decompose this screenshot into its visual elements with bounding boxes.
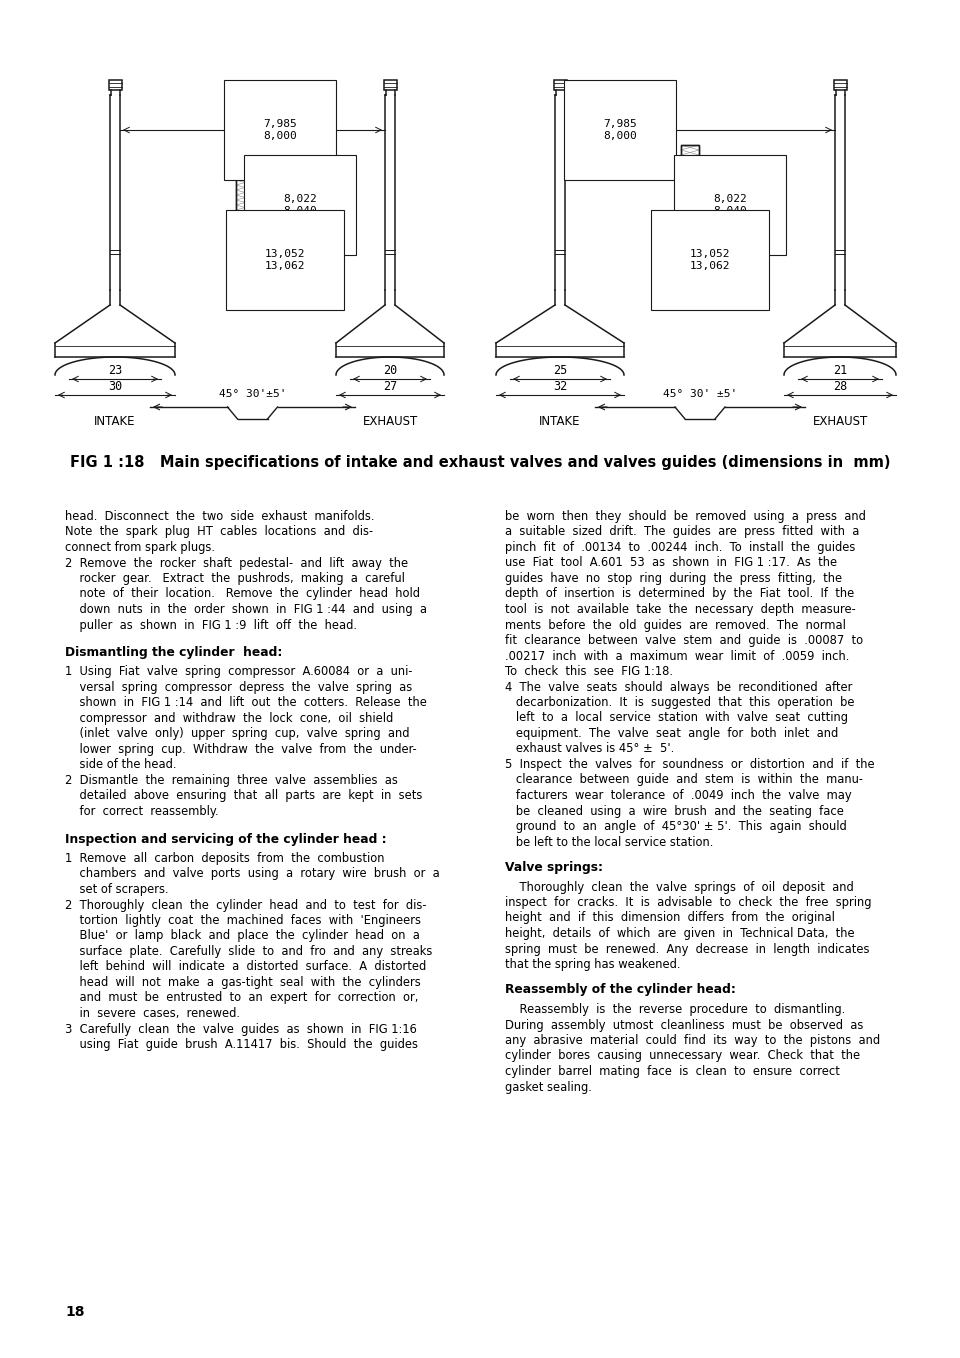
Text: 13,052
13,062: 13,052 13,062 [689,250,731,270]
Text: 20: 20 [383,364,397,378]
Text: tortion  lightly  coat  the  machined  faces  with  'Engineers: tortion lightly coat the machined faces … [65,914,421,928]
Text: a  suitable  sized  drift.  The  guides  are  press  fitted  with  a: a suitable sized drift. The guides are p… [505,526,859,539]
Text: 30: 30 [108,380,122,394]
Text: be left to the local service station.: be left to the local service station. [505,835,713,849]
Text: equipment.  The  valve  seat  angle  for  both  inlet  and: equipment. The valve seat angle for both… [505,727,838,740]
Text: 23: 23 [108,364,122,378]
Text: 27: 27 [383,380,397,394]
Bar [681,145,699,265]
Text: side of the head.: side of the head. [65,759,177,771]
Text: Valve springs:: Valve springs: [505,861,603,875]
Text: Dismantling the cylinder  head:: Dismantling the cylinder head: [65,646,282,659]
Text: depth  of  insertion  is  determined  by  the  Fiat  tool.  If  the: depth of insertion is determined by the … [505,588,854,600]
Text: head  will  not  make  a  gas-tight  seal  with  the  cylinders: head will not make a gas-tight seal with… [65,976,420,989]
Text: in  severe  cases,  renewed.: in severe cases, renewed. [65,1008,240,1020]
Text: 1  Using  Fiat  valve  spring  compressor  A.60084  or  a  uni-: 1 Using Fiat valve spring compressor A.6… [65,665,413,679]
Text: spring  must  be  renewed.  Any  decrease  in  length  indicates: spring must be renewed. Any decrease in … [505,942,870,956]
Text: tool  is  not  available  take  the  necessary  depth  measure-: tool is not available take the necessary… [505,603,855,617]
Text: note  of  their  location.   Remove  the  cylinder  head  hold: note of their location. Remove the cylin… [65,588,420,600]
Text: 45° 30'±5': 45° 30'±5' [219,388,286,399]
Text: To  check  this  see  FIG 1:18.: To check this see FIG 1:18. [505,665,673,678]
Text: set of scrapers.: set of scrapers. [65,883,169,896]
Bar [236,145,254,265]
Text: shown  in  FIG 1 :14  and  lift  out  the  cotters.  Release  the: shown in FIG 1 :14 and lift out the cott… [65,697,427,709]
Text: exhaust valves is 45° ±  5'.: exhaust valves is 45° ± 5'. [505,743,674,755]
Text: 8,022
8,040: 8,022 8,040 [713,194,747,216]
Text: cylinder  barrel  mating  face  is  clean  to  ensure  correct: cylinder barrel mating face is clean to … [505,1065,840,1078]
Text: 28: 28 [833,380,847,394]
Text: (inlet  valve  only)  upper  spring  cup,  valve  spring  and: (inlet valve only) upper spring cup, val… [65,728,410,740]
Text: be  worn  then  they  should  be  removed  using  a  press  and: be worn then they should be removed usin… [505,511,866,523]
Text: EXHAUST: EXHAUST [812,416,868,428]
Text: surface  plate.  Carefully  slide  to  and  fro  and  any  streaks: surface plate. Carefully slide to and fr… [65,945,432,957]
Bar [554,80,566,90]
Text: ments  before  the  old  guides  are  removed.  The  normal: ments before the old guides are removed.… [505,618,846,631]
Bar [108,80,122,90]
Text: and  must  be  entrusted  to  an  expert  for  correction  or,: and must be entrusted to an expert for c… [65,991,419,1005]
Text: INTAKE: INTAKE [540,416,581,428]
Text: head.  Disconnect  the  two  side  exhaust  manifolds.: head. Disconnect the two side exhaust ma… [65,511,374,523]
Text: connect from spark plugs.: connect from spark plugs. [65,540,215,554]
Text: be  cleaned  using  a  wire  brush  and  the  seating  face: be cleaned using a wire brush and the se… [505,804,844,818]
Text: Note  the  spark  plug  HT  cables  locations  and  dis-: Note the spark plug HT cables locations … [65,526,373,539]
Text: 7,985
8,000: 7,985 8,000 [603,120,636,141]
Text: 5  Inspect  the  valves  for  soundness  or  distortion  and  if  the: 5 Inspect the valves for soundness or di… [505,758,875,771]
Text: that the spring has weakened.: that the spring has weakened. [505,957,681,971]
Text: fit  clearance  between  valve  stem  and  guide  is  .00087  to: fit clearance between valve stem and gui… [505,634,863,646]
Bar [383,80,396,90]
Text: Reassembly  is  the  reverse  procedure  to  dismantling.: Reassembly is the reverse procedure to d… [505,1004,845,1016]
Text: puller  as  shown  in  FIG 1 :9  lift  off  the  head.: puller as shown in FIG 1 :9 lift off the… [65,618,357,631]
Text: chambers  and  valve  ports  using  a  rotary  wire  brush  or  a: chambers and valve ports using a rotary … [65,868,440,880]
Text: gasket sealing.: gasket sealing. [505,1081,592,1093]
Bar [681,145,699,265]
Text: INTAKE: INTAKE [94,416,135,428]
Text: ground  to  an  angle  of  45°30' ± 5'.  This  again  should: ground to an angle of 45°30' ± 5'. This … [505,820,847,832]
Bar [236,145,254,265]
Text: 2  Dismantle  the  remaining  three  valve  assemblies  as: 2 Dismantle the remaining three valve as… [65,774,397,788]
Text: Thoroughly  clean  the  valve  springs  of  oil  deposit  and: Thoroughly clean the valve springs of oi… [505,880,853,894]
Text: During  assembly  utmost  cleanliness  must  be  observed  as: During assembly utmost cleanliness must … [505,1018,863,1032]
Text: using  Fiat  guide  brush  A.11417  bis.  Should  the  guides: using Fiat guide brush A.11417 bis. Shou… [65,1038,418,1051]
Text: 4  The  valve  seats  should  always  be  reconditioned  after: 4 The valve seats should always be recon… [505,680,852,694]
Text: facturers  wear  tolerance  of  .0049  inch  the  valve  may: facturers wear tolerance of .0049 inch t… [505,789,852,803]
Text: inspect  for  cracks.  It  is  advisable  to  check  the  free  spring: inspect for cracks. It is advisable to c… [505,896,872,909]
Text: left  to  a  local  service  station  with  valve  seat  cutting: left to a local service station with val… [505,712,848,725]
Text: for  correct  reassembly.: for correct reassembly. [65,805,219,818]
Bar [833,80,847,90]
Text: versal  spring  compressor  depress  the  valve  spring  as: versal spring compressor depress the val… [65,680,412,694]
Text: 7,985
8,000: 7,985 8,000 [263,120,297,141]
Text: 21: 21 [833,364,847,378]
Text: compressor  and  withdraw  the  lock  cone,  oil  shield: compressor and withdraw the lock cone, o… [65,712,394,725]
Text: 45° 30' ±5': 45° 30' ±5' [662,388,737,399]
Text: 2  Remove  the  rocker  shaft  pedestal-  and  lift  away  the: 2 Remove the rocker shaft pedestal- and … [65,557,408,569]
Text: decarbonization.  It  is  suggested  that  this  operation  be: decarbonization. It is suggested that th… [505,697,854,709]
Text: FIG 1 :18   Main specifications of intake and exhaust valves and valves guides (: FIG 1 :18 Main specifications of intake … [70,455,890,470]
Text: rocker  gear.   Extract  the  pushrods,  making  a  careful: rocker gear. Extract the pushrods, makin… [65,572,405,585]
Text: detailed  above  ensuring  that  all  parts  are  kept  in  sets: detailed above ensuring that all parts a… [65,789,422,803]
Text: Blue'  or  lamp  black  and  place  the  cylinder  head  on  a: Blue' or lamp black and place the cylind… [65,929,420,942]
Text: .00217  inch  with  a  maximum  wear  limit  of  .0059  inch.: .00217 inch with a maximum wear limit of… [505,649,850,663]
Text: 25: 25 [553,364,567,378]
Text: use  Fiat  tool  A.601  53  as  shown  in  FIG 1 :17.  As  the: use Fiat tool A.601 53 as shown in FIG 1… [505,557,837,569]
Text: 2  Thoroughly  clean  the  cylinder  head  and  to  test  for  dis-: 2 Thoroughly clean the cylinder head and… [65,899,426,911]
Text: 32: 32 [553,380,567,394]
Text: 1  Remove  all  carbon  deposits  from  the  combustion: 1 Remove all carbon deposits from the co… [65,851,385,865]
Text: guides  have  no  stop  ring  during  the  press  fitting,  the: guides have no stop ring during the pres… [505,572,842,585]
Text: 8,022
8,040: 8,022 8,040 [283,194,317,216]
Text: 18: 18 [65,1305,84,1319]
Text: height  and  if  this  dimension  differs  from  the  original: height and if this dimension differs fro… [505,911,835,925]
Text: lower  spring  cup.  Withdraw  the  valve  from  the  under-: lower spring cup. Withdraw the valve fro… [65,743,417,756]
Text: cylinder  bores  causing  unnecessary  wear.  Check  that  the: cylinder bores causing unnecessary wear.… [505,1050,860,1062]
Text: Inspection and servicing of the cylinder head :: Inspection and servicing of the cylinder… [65,832,387,846]
Text: left  behind  will  indicate  a  distorted  surface.  A  distorted: left behind will indicate a distorted su… [65,960,426,974]
Text: EXHAUST: EXHAUST [362,416,418,428]
Text: 13,052
13,062: 13,052 13,062 [265,250,305,270]
Text: pinch  fit  of  .00134  to  .00244  inch.  To  install  the  guides: pinch fit of .00134 to .00244 inch. To i… [505,540,855,554]
Text: any  abrasive  material  could  find  its  way  to  the  pistons  and: any abrasive material could find its way… [505,1033,880,1047]
Text: height,  details  of  which  are  given  in  Technical Data,  the: height, details of which are given in Te… [505,928,854,940]
Text: 3  Carefully  clean  the  valve  guides  as  shown  in  FIG 1:16: 3 Carefully clean the valve guides as sh… [65,1023,417,1036]
Text: clearance  between  guide  and  stem  is  within  the  manu-: clearance between guide and stem is with… [505,774,863,786]
Text: Reassembly of the cylinder head:: Reassembly of the cylinder head: [505,983,736,997]
Text: down  nuts  in  the  order  shown  in  FIG 1 :44  and  using  a: down nuts in the order shown in FIG 1 :4… [65,603,427,617]
